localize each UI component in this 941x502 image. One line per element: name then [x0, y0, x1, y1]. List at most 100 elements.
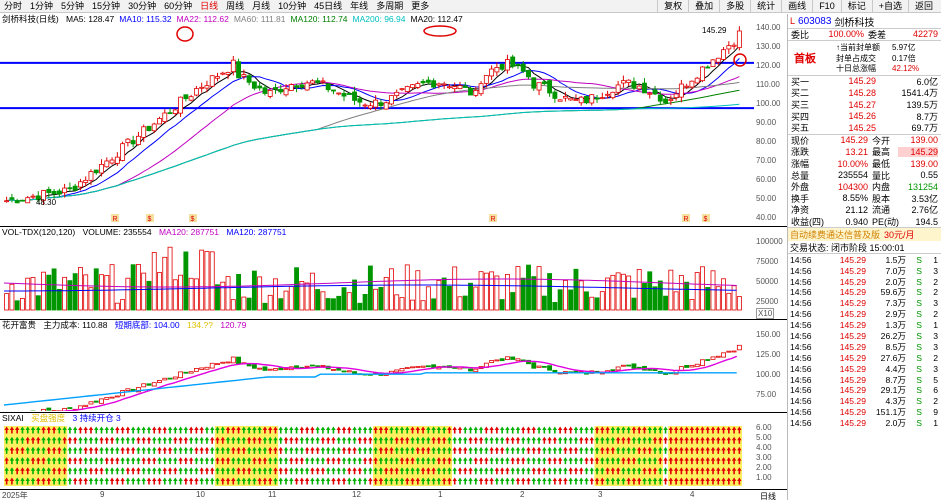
- volume-bar: [511, 292, 515, 310]
- sixai-arrow-icon: [463, 467, 467, 474]
- sixai-arrow-icon: [347, 478, 351, 485]
- period-tab-1[interactable]: 1分钟: [26, 0, 57, 13]
- period-tab-3[interactable]: 15分钟: [88, 0, 124, 13]
- indicator-candle: [732, 351, 736, 352]
- toolbar-button-3[interactable]: 统计: [750, 0, 781, 13]
- sixai-arrow-icon: [590, 478, 594, 485]
- toolbar-button-0[interactable]: 复权: [657, 0, 688, 13]
- sixai-arrow-icon: [537, 457, 541, 464]
- toolbar-button-7[interactable]: +自选: [872, 0, 908, 13]
- volume-bar: [537, 267, 541, 310]
- volume-bar: [542, 296, 546, 310]
- indicator-candle: [695, 364, 699, 366]
- volume-bar: [632, 298, 636, 310]
- period-tab-6[interactable]: 日线: [196, 0, 222, 13]
- toolbar-button-5[interactable]: F10: [812, 0, 841, 13]
- sixai-arrow-icon: [584, 457, 588, 464]
- tick-direction: S: [906, 396, 922, 406]
- sixai-arrow-icon: [563, 437, 567, 444]
- period-tab-11[interactable]: 年线: [346, 0, 372, 13]
- candle: [289, 85, 293, 91]
- indicator-candle: [305, 366, 309, 367]
- period-tab-0[interactable]: 分时: [0, 0, 26, 13]
- toolbar-button-2[interactable]: 多股: [719, 0, 750, 13]
- ind-tick-2: 100.00: [756, 370, 780, 379]
- toolbar-button-4[interactable]: 画线: [781, 0, 812, 13]
- toolbar-button-8[interactable]: 返回: [908, 0, 939, 13]
- date-label-1: 9: [100, 490, 104, 499]
- period-tab-10[interactable]: 45日线: [310, 0, 346, 13]
- volume-bar: [247, 298, 251, 310]
- period-tab-5[interactable]: 60分钟: [160, 0, 196, 13]
- sixai-arrow-icon: [337, 467, 341, 474]
- quote-title: L 603083 剑桥科技: [788, 14, 941, 28]
- sixai-arrow-icon: [342, 447, 346, 454]
- sixai-arrow-icon: [78, 437, 82, 444]
- promo-banner[interactable]: 自动续费通达信普及版 30元/月: [788, 228, 941, 241]
- period-tab-9[interactable]: 10分钟: [274, 0, 310, 13]
- candle: [558, 100, 562, 101]
- sixai-arrow-icon: [168, 457, 172, 464]
- sixai-arrow-icon: [73, 467, 77, 474]
- candle: [632, 82, 636, 89]
- sixai-arrow-icon: [73, 437, 77, 444]
- sixai-arrow-icon: [99, 437, 103, 444]
- sixai-arrow-icon: [147, 478, 151, 485]
- candle: [189, 97, 193, 100]
- sixai-arrow-icon: [168, 447, 172, 454]
- sixai-arrow-icon: [163, 457, 167, 464]
- period-tab-2[interactable]: 5分钟: [57, 0, 88, 13]
- sixai-arrow-icon: [115, 447, 119, 454]
- sixai-arrow-icon: [68, 437, 72, 444]
- indicator-candle: [321, 365, 325, 366]
- candle: [237, 62, 241, 78]
- volume-bar: [353, 280, 357, 310]
- toolbar-button-6[interactable]: 标记: [841, 0, 872, 13]
- sixai-arrow-icon: [663, 437, 667, 444]
- event-marker-label: R: [684, 216, 689, 223]
- toolbar-button-1[interactable]: 叠加: [688, 0, 719, 13]
- sixai-chart[interactable]: [0, 424, 754, 488]
- sixai-arrow-icon: [532, 478, 536, 485]
- period-tab-4[interactable]: 30分钟: [124, 0, 160, 13]
- volume-bar: [595, 298, 599, 310]
- sixai-arrow-icon: [363, 478, 367, 485]
- indicator-candle: [237, 357, 241, 364]
- sixai-arrow-icon: [68, 427, 72, 434]
- candle: [73, 186, 77, 190]
- sixai-arrow-icon: [590, 457, 594, 464]
- period-tab-13[interactable]: 更多: [407, 0, 433, 13]
- sixai-arrow-icon: [99, 427, 103, 434]
- sixai-arrow-icon: [136, 467, 140, 474]
- tick-count: 1: [922, 320, 938, 330]
- candle: [78, 182, 82, 187]
- sixai-arrow-icon: [178, 467, 182, 474]
- candle: [658, 95, 662, 101]
- candle: [142, 127, 146, 138]
- indicator-candle: [310, 365, 314, 366]
- period-tab-8[interactable]: 月线: [248, 0, 274, 13]
- sixai-arrow-icon: [579, 427, 583, 434]
- volume-bar: [553, 302, 557, 310]
- sixai-arrow-icon: [479, 437, 483, 444]
- sixai-arrow-icon: [516, 467, 520, 474]
- volume-bar: [31, 277, 35, 310]
- volume-header: VOL-TDX(120,120) VOLUME: 235554 MA120: 2…: [2, 227, 291, 238]
- volume-chart[interactable]: [0, 238, 754, 318]
- indicator-candle: [685, 365, 689, 367]
- sixai-arrow-icon: [279, 447, 283, 454]
- sixai-arrow-icon: [105, 437, 109, 444]
- volume-bar: [384, 277, 388, 310]
- candle: [526, 70, 530, 77]
- period-tab-7[interactable]: 周线: [222, 0, 248, 13]
- sixai-arrow-icon: [358, 427, 362, 434]
- indicator-candle: [511, 357, 515, 360]
- period-tab-12[interactable]: 多周期: [372, 0, 407, 13]
- candle: [669, 99, 673, 100]
- ma60-line: [7, 82, 740, 200]
- sixai-arrow-icon: [458, 457, 462, 464]
- tick-time: 14:56: [788, 331, 822, 341]
- indicator-chart[interactable]: [0, 331, 754, 411]
